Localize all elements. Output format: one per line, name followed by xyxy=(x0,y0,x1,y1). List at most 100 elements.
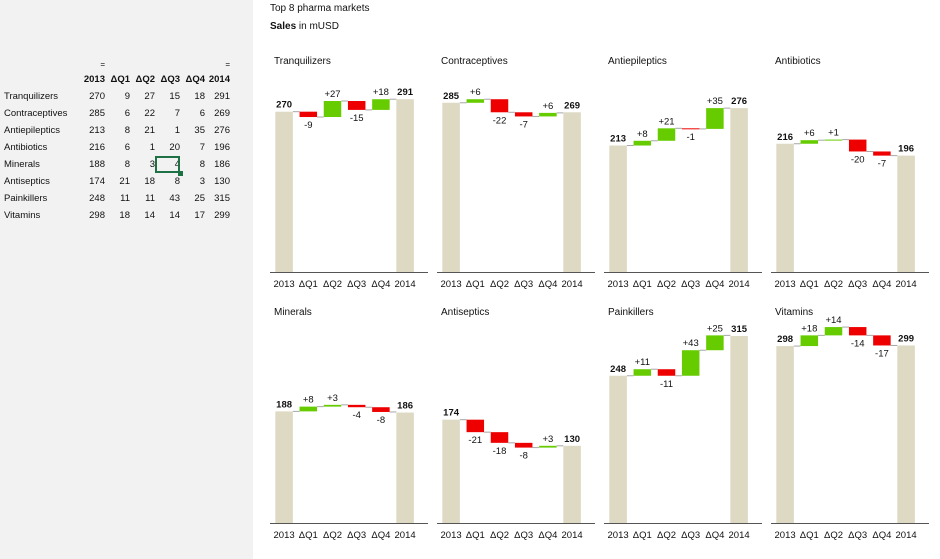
table-cell[interactable]: 8 xyxy=(124,125,130,136)
table-row: Vitamins 298 18 14 14 17 299 xyxy=(4,207,230,224)
column-header[interactable]: ΔQ1 xyxy=(110,74,130,85)
table-cell[interactable]: 299 xyxy=(214,210,230,221)
table-cell[interactable]: 25 xyxy=(194,193,205,204)
table-cell[interactable]: 18 xyxy=(119,210,130,221)
table-cell[interactable]: 18 xyxy=(194,91,205,102)
category-label: ΔQ1 xyxy=(299,279,318,290)
table-cell[interactable]: 291 xyxy=(214,91,230,102)
table-cell[interactable]: 188 xyxy=(89,159,105,170)
report-subtitle: Sales in mUSD xyxy=(270,21,339,32)
row-label[interactable]: Vitamins xyxy=(4,210,41,221)
table-cell[interactable]: 11 xyxy=(120,193,130,204)
table-cell[interactable]: 1 xyxy=(174,125,180,136)
table-cell[interactable]: 4 xyxy=(155,156,183,176)
table-cell[interactable]: 9 xyxy=(124,91,130,102)
increase-bar xyxy=(824,327,843,336)
chart-canvas: 174 -21 -18 -8 +3 130 2013 ΔQ1 ΔQ2 ΔQ3 ΔQ4 2014 xyxy=(437,408,595,541)
table-cell[interactable]: 285 xyxy=(89,108,105,119)
table-cell[interactable]: 315 xyxy=(214,193,230,204)
data-label: 174 xyxy=(443,408,460,419)
column-header[interactable]: ΔQ2 xyxy=(135,74,155,85)
table-cell[interactable]: 130 xyxy=(214,176,230,187)
corner-cell xyxy=(4,58,80,72)
table-cell[interactable]: 15 xyxy=(169,91,180,102)
table-cell[interactable]: 276 xyxy=(214,125,230,136)
row-label[interactable]: Minerals xyxy=(4,159,40,170)
waterfall-chart: Vitamins 298 +18 +14 -14 -17 299 2013 ΔQ1 ΔQ2 ΔQ3 Δ… xyxy=(771,307,933,550)
header-row: 2013 ΔQ1 ΔQ2 ΔQ3 ΔQ4 2014 xyxy=(4,72,230,88)
waterfall-chart: Contraceptives 285 +6 -22 -7 +6 269 2013 ΔQ1 ΔQ2 Δ… xyxy=(437,56,599,299)
table-cell[interactable]: 18 xyxy=(144,176,155,187)
table-cell[interactable]: 35 xyxy=(194,125,205,136)
table-cell[interactable]: 270 xyxy=(89,91,105,102)
total-bar xyxy=(897,155,915,272)
row-label[interactable]: Tranquilizers xyxy=(4,91,59,102)
category-label: ΔQ2 xyxy=(824,530,843,541)
table-cell[interactable]: 248 xyxy=(89,193,105,204)
chart-canvas: 188 +8 +3 -4 -8 186 2013 ΔQ1 ΔQ2 ΔQ3 ΔQ4 2014 xyxy=(270,393,428,541)
decrease-bar xyxy=(848,327,867,336)
increase-bar xyxy=(824,139,843,141)
decrease-bar xyxy=(514,442,533,448)
column-header[interactable]: ΔQ3 xyxy=(160,74,180,85)
table-cell[interactable]: 3 xyxy=(149,159,155,170)
category-label: 2013 xyxy=(608,279,629,290)
table-cell[interactable]: 21 xyxy=(144,125,155,136)
table-cell[interactable]: 6 xyxy=(124,142,130,153)
data-label: 285 xyxy=(443,91,460,102)
table-cell[interactable]: 269 xyxy=(214,108,230,119)
table-cell[interactable]: 6 xyxy=(124,108,130,119)
category-label: ΔQ2 xyxy=(657,279,676,290)
table-cell[interactable]: 7 xyxy=(199,142,205,153)
data-label: -8 xyxy=(377,415,385,426)
eq-mark xyxy=(105,58,130,72)
table-cell[interactable]: 20 xyxy=(169,142,180,153)
category-label: 2013 xyxy=(274,530,295,541)
row-label[interactable]: Painkillers xyxy=(4,193,48,204)
column-header[interactable]: 2014 xyxy=(208,74,230,85)
column-header[interactable]: 2013 xyxy=(83,74,105,85)
table-cell[interactable]: 7 xyxy=(174,108,180,119)
chart-canvas: 216 +6 +1 -20 -7 196 2013 ΔQ1 ΔQ2 ΔQ3 ΔQ4 2014 xyxy=(771,128,929,290)
table-cell[interactable]: 216 xyxy=(89,142,105,153)
row-label[interactable]: Contraceptives xyxy=(4,108,68,119)
table-cell[interactable]: 6 xyxy=(199,108,205,119)
total-bar xyxy=(396,99,414,272)
table-cell[interactable]: 11 xyxy=(145,193,155,204)
table-cell[interactable]: 186 xyxy=(214,159,230,170)
table-cell[interactable]: 8 xyxy=(199,159,205,170)
table-cell[interactable]: 14 xyxy=(169,210,180,221)
data-label: +3 xyxy=(327,393,338,404)
category-label: 2014 xyxy=(729,279,750,290)
category-label: ΔQ4 xyxy=(538,279,557,290)
table-cell[interactable]: 298 xyxy=(89,210,105,221)
table-cell[interactable]: 1 xyxy=(149,142,155,153)
increase-bar xyxy=(466,99,485,103)
table-cell[interactable]: 196 xyxy=(214,142,230,153)
category-label: ΔQ4 xyxy=(538,530,557,541)
category-label: ΔQ3 xyxy=(681,530,700,541)
row-label[interactable]: Antibiotics xyxy=(4,142,48,153)
table-cell[interactable]: 14 xyxy=(144,210,155,221)
total-bar xyxy=(897,345,915,523)
column-header[interactable]: ΔQ4 xyxy=(185,74,205,85)
row-label[interactable]: Antiseptics xyxy=(4,176,50,187)
table-cell[interactable]: 22 xyxy=(144,108,155,119)
table-cell[interactable]: 27 xyxy=(144,91,155,102)
data-label: +18 xyxy=(801,323,817,334)
category-label: 2013 xyxy=(775,530,796,541)
chart-title: Minerals xyxy=(274,307,312,318)
table-cell[interactable]: 17 xyxy=(194,210,205,221)
data-label: +25 xyxy=(707,323,723,334)
table-cell[interactable]: 8 xyxy=(174,176,180,187)
data-label: -21 xyxy=(468,435,482,446)
chart-title: Contraceptives xyxy=(441,56,508,67)
table-cell[interactable]: 213 xyxy=(89,125,105,136)
row-label[interactable]: Antiepileptics xyxy=(4,125,60,136)
increase-bar xyxy=(539,445,557,448)
table-cell[interactable]: 174 xyxy=(89,176,105,187)
table-cell[interactable]: 43 xyxy=(169,193,180,204)
table-cell[interactable]: 8 xyxy=(124,159,130,170)
table-cell[interactable]: 21 xyxy=(119,176,130,187)
table-cell[interactable]: 3 xyxy=(199,176,205,187)
